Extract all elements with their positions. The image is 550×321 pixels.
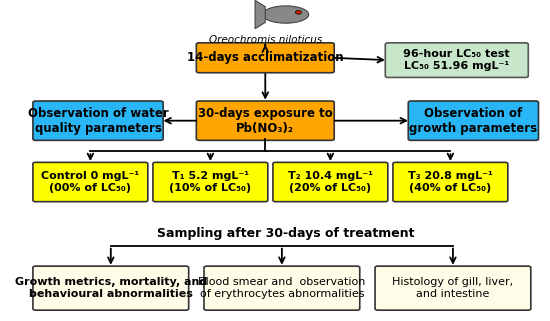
FancyBboxPatch shape [375,266,531,310]
Text: 96-hour LC₅₀ test
LC₅₀ 51.96 mgL⁻¹: 96-hour LC₅₀ test LC₅₀ 51.96 mgL⁻¹ [404,49,510,71]
Text: 14-days acclimatization: 14-days acclimatization [187,51,344,64]
FancyBboxPatch shape [33,266,189,310]
FancyBboxPatch shape [196,43,334,73]
Text: 30-days exposure to
Pb(NO₃)₂: 30-days exposure to Pb(NO₃)₂ [198,107,333,135]
Text: Growth metrics, mortality, and
behavioural abnormalities: Growth metrics, mortality, and behaviour… [15,277,207,299]
Text: Blood smear and  observation
of erythrocytes abnormalities: Blood smear and observation of erythrocy… [198,277,366,299]
Text: Histology of gill, liver,
and intestine: Histology of gill, liver, and intestine [392,277,514,299]
FancyBboxPatch shape [393,162,508,202]
Text: T₂ 10.4 mgL⁻¹
(20% of LC₅₀): T₂ 10.4 mgL⁻¹ (20% of LC₅₀) [288,171,373,193]
FancyBboxPatch shape [196,101,334,140]
Text: Oreochromis niloticus: Oreochromis niloticus [208,35,322,45]
Text: T₁ 5.2 mgL⁻¹
(10% of LC₅₀): T₁ 5.2 mgL⁻¹ (10% of LC₅₀) [169,171,251,193]
Polygon shape [255,0,265,29]
FancyBboxPatch shape [386,43,528,77]
Ellipse shape [263,6,309,23]
Text: Observation of water
quality parameters: Observation of water quality parameters [28,107,168,135]
Text: T₃ 20.8 mgL⁻¹
(40% of LC₅₀): T₃ 20.8 mgL⁻¹ (40% of LC₅₀) [408,171,493,193]
FancyBboxPatch shape [33,162,148,202]
FancyBboxPatch shape [204,266,360,310]
FancyBboxPatch shape [273,162,388,202]
Text: Sampling after 30-days of treatment: Sampling after 30-days of treatment [157,227,415,239]
Text: Observation of
growth parameters: Observation of growth parameters [409,107,537,135]
Text: Control 0 mgL⁻¹
(00% of LC₅₀): Control 0 mgL⁻¹ (00% of LC₅₀) [41,171,140,193]
FancyBboxPatch shape [408,101,538,140]
Ellipse shape [295,11,301,14]
FancyBboxPatch shape [153,162,268,202]
FancyBboxPatch shape [33,101,163,140]
